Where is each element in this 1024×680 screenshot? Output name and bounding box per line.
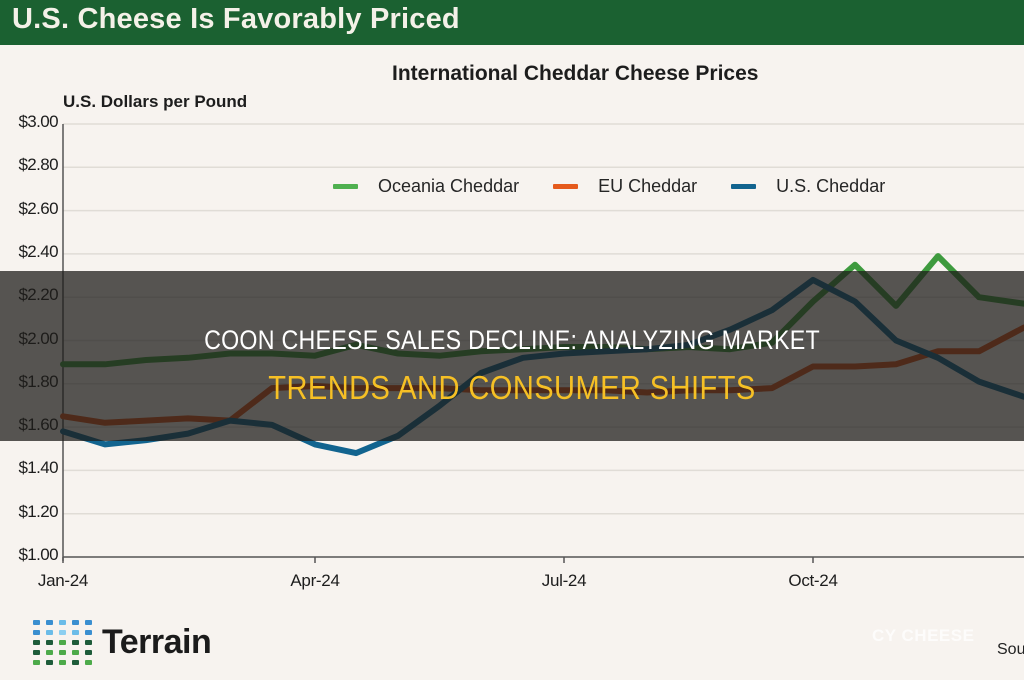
logo-dot bbox=[85, 660, 92, 665]
y-tick-label: $1.40 bbox=[18, 458, 58, 478]
x-tick-label: Oct-24 bbox=[788, 571, 838, 590]
page-title: U.S. Cheese Is Favorably Priced bbox=[12, 3, 460, 35]
dot-grid-logo-icon bbox=[33, 620, 92, 665]
logo-dot bbox=[85, 650, 92, 655]
logo-dot bbox=[72, 650, 79, 655]
headline-line-2: TRENDS AND CONSUMER SHIFTS bbox=[268, 369, 756, 406]
logo-dot bbox=[33, 640, 40, 645]
y-tick-label: $2.60 bbox=[18, 198, 58, 218]
y-tick-label: $2.40 bbox=[18, 241, 58, 261]
chart-legend: Oceania Cheddar EU Cheddar U.S. Cheddar bbox=[333, 176, 919, 197]
logo-dot bbox=[72, 660, 79, 665]
legend-label: EU Cheddar bbox=[598, 176, 698, 196]
y-tick-label: $1.20 bbox=[18, 501, 58, 521]
logo-dot bbox=[46, 630, 53, 635]
legend-swatch-orange-icon bbox=[553, 184, 579, 189]
watermark: CY CHEESE bbox=[872, 626, 975, 645]
logo-dot bbox=[46, 660, 53, 665]
logo-dot bbox=[46, 620, 53, 625]
logo-dot bbox=[59, 620, 66, 625]
legend-swatch-green-icon bbox=[333, 184, 358, 189]
logo-dot bbox=[33, 630, 40, 635]
legend-item-eu: EU Cheddar bbox=[553, 176, 697, 197]
logo-dot bbox=[72, 630, 79, 635]
header-bar: U.S. Cheese Is Favorably Priced bbox=[0, 0, 1024, 45]
logo-dot bbox=[85, 620, 92, 625]
legend-label: Oceania Cheddar bbox=[378, 176, 520, 196]
y-tick-label: $3.00 bbox=[18, 112, 58, 131]
logo-dot bbox=[33, 660, 40, 665]
legend-item-oceania: Oceania Cheddar bbox=[333, 176, 519, 197]
terrain-logo: Terrain bbox=[33, 620, 212, 665]
logo-dot bbox=[59, 650, 66, 655]
y-tick-label: $2.80 bbox=[18, 155, 58, 175]
x-tick-label: Jul-24 bbox=[541, 571, 587, 590]
logo-dot bbox=[59, 640, 66, 645]
logo-dot bbox=[33, 620, 40, 625]
y-axis-label: U.S. Dollars per Pound bbox=[63, 92, 248, 111]
logo-dot bbox=[72, 620, 79, 625]
logo-dot bbox=[85, 630, 92, 635]
headline-line-1: COON CHEESE SALES DECLINE: ANALYZING MAR… bbox=[204, 325, 820, 355]
source-note: Sou bbox=[997, 641, 1024, 658]
legend-item-us: U.S. Cheddar bbox=[731, 176, 885, 197]
logo-dot bbox=[72, 640, 79, 645]
headline-overlay-band bbox=[0, 271, 1024, 441]
logo-dot bbox=[33, 650, 40, 655]
y-tick-label: $1.00 bbox=[18, 545, 58, 564]
legend-swatch-blue-icon bbox=[731, 184, 757, 189]
x-tick-label: Jan-24 bbox=[37, 571, 89, 590]
legend-label: U.S. Cheddar bbox=[776, 176, 886, 196]
logo-dot bbox=[46, 650, 53, 655]
logo-text: Terrain bbox=[102, 623, 212, 661]
logo-dot bbox=[85, 640, 92, 645]
logo-dot bbox=[59, 630, 66, 635]
chart-title: International Cheddar Cheese Prices bbox=[392, 62, 759, 85]
logo-dot bbox=[59, 660, 66, 665]
logo-dot bbox=[46, 640, 53, 645]
x-tick-label: Apr-24 bbox=[290, 571, 340, 590]
